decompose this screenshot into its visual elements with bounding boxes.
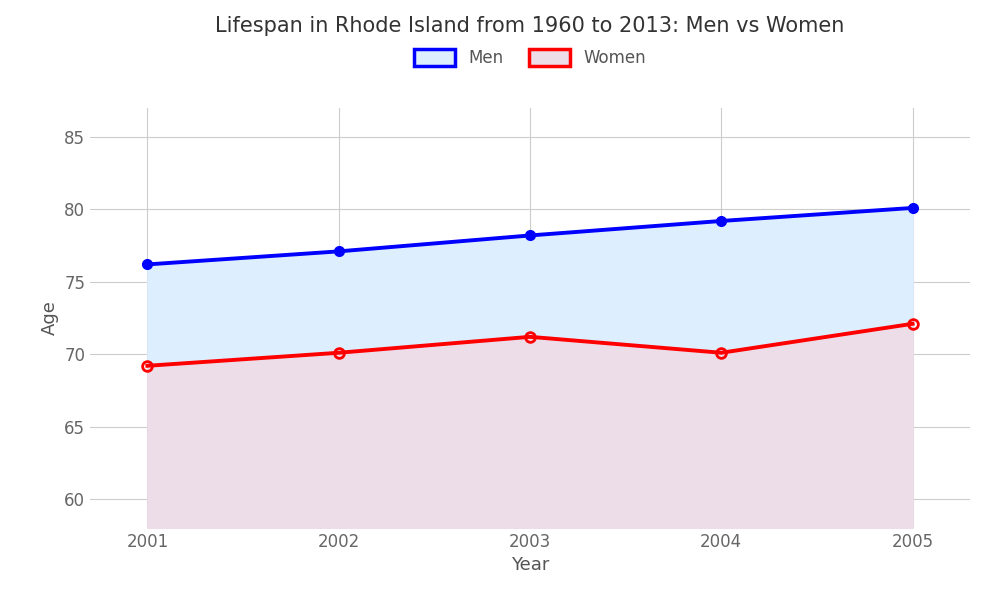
Title: Lifespan in Rhode Island from 1960 to 2013: Men vs Women: Lifespan in Rhode Island from 1960 to 20… (215, 16, 845, 35)
Women (715, 349, 727, 356)
Men (141, 261, 153, 268)
Line: Women: Women (143, 319, 917, 371)
Men (524, 232, 536, 239)
Line: Men: Men (143, 203, 917, 269)
Men (907, 205, 919, 212)
Men (715, 217, 727, 224)
Women (141, 362, 153, 370)
X-axis label: Year: Year (511, 556, 549, 574)
Women (907, 320, 919, 328)
Legend: Men, Women: Men, Women (405, 41, 655, 76)
Men (333, 248, 345, 255)
Women (333, 349, 345, 356)
Y-axis label: Age: Age (41, 301, 59, 335)
Women (524, 333, 536, 340)
